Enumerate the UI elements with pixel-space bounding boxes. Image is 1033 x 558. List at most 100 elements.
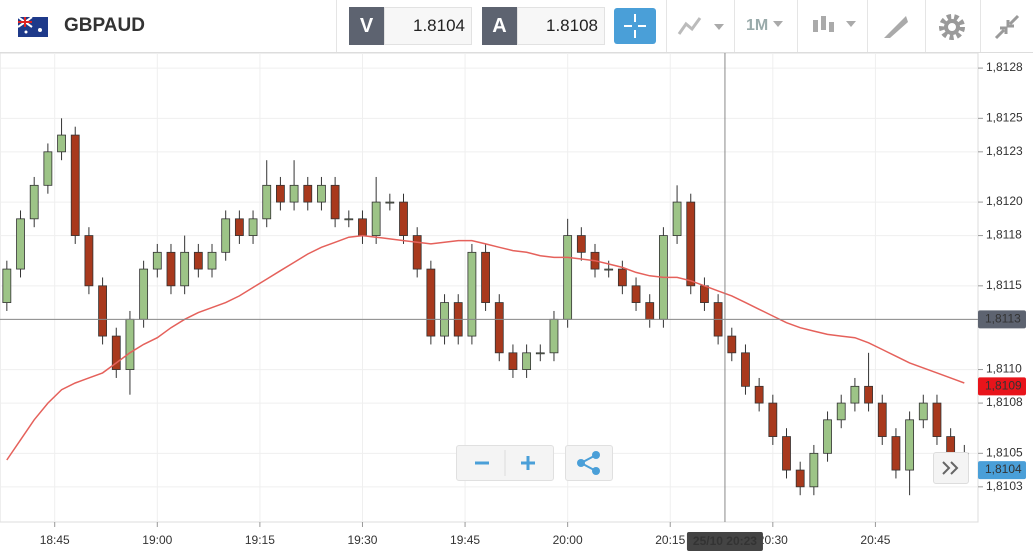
- crosshair-icon: [624, 14, 646, 38]
- candle-body: [946, 436, 956, 454]
- candle-body: [16, 218, 25, 270]
- candle-body: [549, 318, 559, 354]
- candle-body: [535, 352, 545, 355]
- bid-label: V: [349, 7, 384, 45]
- candle-body: [905, 419, 915, 471]
- candle-body: [166, 251, 176, 287]
- x-tick-label: 20:15: [655, 533, 685, 547]
- candle-body: [467, 251, 477, 337]
- y-tick-label: 1,8108: [986, 395, 1023, 409]
- candle-body: [125, 318, 135, 370]
- candle-body: [700, 285, 709, 303]
- y-tick-label: 1,8123: [986, 144, 1023, 158]
- flag-icon: [18, 17, 48, 37]
- candle-body: [371, 201, 381, 236]
- candle-body: [84, 235, 94, 287]
- x-tick-label: 20:30: [758, 533, 788, 547]
- candle-body: [152, 251, 162, 270]
- zoom-controls: [456, 445, 554, 481]
- candle-body: [139, 268, 149, 320]
- price-tag: [978, 377, 1026, 396]
- moving-average-line: [6, 234, 965, 461]
- candle-body: [932, 402, 942, 437]
- candle-body: [289, 184, 299, 203]
- candle-body: [57, 134, 66, 153]
- share-icon: [577, 451, 600, 475]
- ask-price: 1.8108: [517, 7, 605, 45]
- crosshair-y-tag: [978, 310, 1026, 329]
- candle-body: [193, 251, 203, 270]
- candle-body: [795, 469, 805, 488]
- candle-body: [604, 268, 614, 271]
- dropdown-icon: [773, 21, 783, 27]
- y-tick-label: 1,8115: [986, 278, 1022, 292]
- candle-body: [317, 184, 326, 203]
- x-tick-label: 18:45: [40, 533, 70, 547]
- crosshair-y-label: 1,8113: [985, 311, 1021, 325]
- y-tick-label: 1,8110: [986, 362, 1022, 376]
- candle-body: [645, 302, 655, 320]
- x-tick-label: 19:30: [347, 533, 377, 547]
- settings-button[interactable]: [937, 12, 967, 42]
- candle-body: [43, 151, 53, 186]
- price-tag: [978, 461, 1026, 480]
- candle-body: [631, 285, 641, 303]
- collapse-button[interactable]: [992, 12, 1022, 42]
- price-tag-label: 1,8109: [985, 378, 1022, 392]
- candle-body: [70, 134, 80, 236]
- y-tick-label: 1,8128: [986, 60, 1023, 74]
- candle-body: [358, 218, 367, 236]
- share-button[interactable]: [565, 445, 613, 481]
- candle-body: [727, 335, 737, 354]
- candle-body: [330, 184, 340, 220]
- candle-body: [508, 352, 518, 370]
- candle-body: [344, 218, 354, 221]
- candle-body: [918, 402, 928, 421]
- candle-body: [672, 201, 682, 236]
- candle-body: [385, 201, 395, 204]
- candle-body: [248, 218, 258, 236]
- timeframe-button[interactable]: 1M: [746, 17, 769, 34]
- candle-body: [494, 302, 504, 354]
- scroll-icon: [942, 461, 959, 475]
- candle-body: [809, 452, 819, 488]
- candle-body: [850, 385, 860, 404]
- candle-body: [617, 268, 627, 287]
- candle-body: [741, 352, 750, 387]
- candle-body: [303, 184, 313, 203]
- candle-body: [823, 419, 832, 454]
- candle-body: [412, 235, 422, 270]
- candle-body: [262, 184, 272, 220]
- y-tick-label: 1,8103: [986, 479, 1023, 493]
- candle-body: [563, 235, 573, 320]
- candle-body: [180, 251, 190, 287]
- candle-body: [29, 184, 39, 220]
- ask-label: A: [482, 7, 517, 45]
- crosshair-button[interactable]: [614, 8, 656, 44]
- crosshair-x-label: 25/10 20:23: [693, 534, 757, 548]
- candle-body: [754, 385, 764, 404]
- candle-body: [877, 402, 887, 437]
- candle-body: [276, 184, 285, 203]
- zoom-icons: [475, 450, 535, 476]
- candle-body: [399, 201, 408, 236]
- plot: 1,8128 1,8125 1,8123 1,8120 1,8118 1,8115 1,81…: [0, 52, 1026, 551]
- x-tick-label: 19:15: [245, 533, 275, 547]
- candle-body: [768, 402, 778, 437]
- draw-button[interactable]: [880, 12, 910, 42]
- y-tick-label: 1,8125: [986, 110, 1023, 124]
- bid-price: 1.8104: [384, 7, 472, 45]
- candle-type-button[interactable]: [810, 12, 860, 42]
- chart-type-button[interactable]: [676, 12, 726, 42]
- candle-body: [221, 218, 231, 253]
- toolbar: GBPAUD V 1.8104 A 1.8108 1M: [0, 0, 1033, 53]
- candle-body: [234, 218, 244, 236]
- candle-body: [481, 251, 490, 303]
- x-tick-label: 19:45: [450, 533, 480, 547]
- candle-body: [426, 268, 436, 337]
- scroll-end-button[interactable]: [933, 452, 969, 484]
- candle-body: [782, 436, 791, 471]
- candle-body: [522, 352, 532, 370]
